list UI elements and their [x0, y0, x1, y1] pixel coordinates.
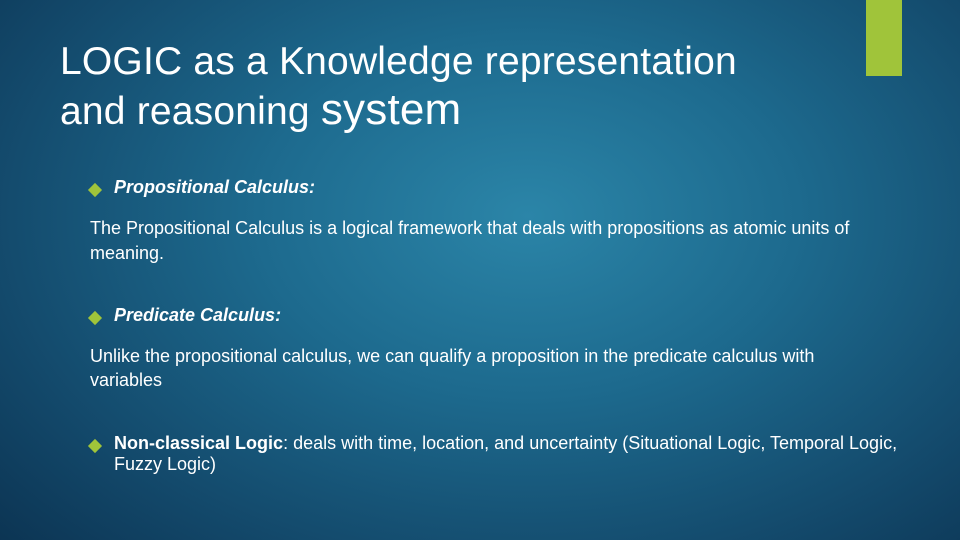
- bullet-item: Non-classical Logic: deals with time, lo…: [60, 433, 900, 475]
- body-text-1: The Propositional Calculus is a logical …: [60, 216, 900, 265]
- title-line2b: system: [321, 85, 462, 134]
- body-text-2: Unlike the propositional calculus, we ca…: [60, 344, 900, 393]
- diamond-icon: [88, 311, 102, 325]
- slide-content: LOGIC as a Knowledge representation and …: [0, 0, 960, 475]
- title-line2a: and reasoning: [60, 90, 321, 133]
- title-line1: LOGIC as a Knowledge representation: [60, 40, 737, 83]
- diamond-icon: [88, 183, 102, 197]
- bullet-item: Predicate Calculus:: [60, 305, 900, 326]
- bullet-heading-3: Non-classical Logic: deals with time, lo…: [114, 433, 900, 475]
- diamond-icon: [88, 439, 102, 453]
- accent-bar: [866, 0, 902, 76]
- bullet-heading-2: Predicate Calculus:: [114, 305, 281, 326]
- slide-title: LOGIC as a Knowledge representation and …: [60, 40, 900, 135]
- heading3-bold: Non-classical Logic: [114, 433, 283, 453]
- bullet-heading-1: Propositional Calculus:: [114, 177, 315, 198]
- bullet-item: Propositional Calculus:: [60, 177, 900, 198]
